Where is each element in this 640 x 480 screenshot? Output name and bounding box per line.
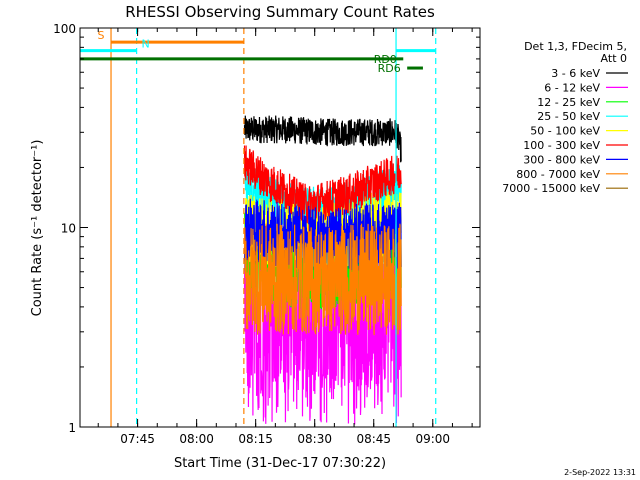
flag-label-s: S	[98, 29, 105, 42]
x-tick-label: 08:45	[356, 432, 391, 446]
legend-entry-label: 3 - 6 keV	[551, 67, 600, 80]
legend-header-line: Att 0	[601, 52, 627, 65]
legend-entry-label: 7000 - 15000 keV	[502, 182, 600, 195]
legend-entry-label: 12 - 25 keV	[537, 96, 600, 109]
x-tick-label: 08:30	[297, 432, 332, 446]
axes-layer: 07:45 08:00 08:15 08:30 08:45 09:00 1 10 100	[53, 22, 481, 446]
legend-entry-label: 6 - 12 keV	[544, 81, 600, 94]
legend-entry-label: 300 - 800 keV	[523, 153, 600, 166]
legend-entry-label: 50 - 100 keV	[530, 125, 600, 138]
y-tick-label: 100	[53, 22, 76, 36]
x-tick-label: 08:00	[179, 432, 214, 446]
footer-date: 2-Sep-2022 13:31	[564, 468, 636, 477]
x-tick-label: 09:00	[415, 432, 450, 446]
y-tick-label: 1	[68, 421, 76, 435]
flag-label-n: N	[141, 38, 149, 51]
flag-label-rd6: RD6	[378, 62, 401, 75]
x-tick-label: 08:15	[238, 432, 273, 446]
chart-title: RHESSI Observing Summary Count Rates	[125, 3, 435, 21]
legend-entry-label: 800 - 7000 keV	[516, 168, 600, 181]
series-line-5	[243, 145, 402, 224]
series-line-0	[243, 115, 402, 163]
data-layer	[243, 115, 402, 425]
y-axis-label: Count Rate (s⁻¹ detector⁻¹)	[30, 140, 45, 317]
legend-header-line: Det 1,3, FDecim 5,	[524, 40, 627, 53]
x-axis-label: Start Time (31-Dec-17 07:30:22)	[174, 456, 386, 471]
y-tick-label: 10	[61, 222, 76, 236]
x-tick-label: 07:45	[120, 432, 155, 446]
legend-entry-label: 100 - 300 keV	[523, 139, 600, 152]
legend-entry-label: 25 - 50 keV	[537, 110, 600, 123]
flag-label-rd0: RD0	[374, 53, 397, 66]
series-line-7	[243, 223, 402, 336]
